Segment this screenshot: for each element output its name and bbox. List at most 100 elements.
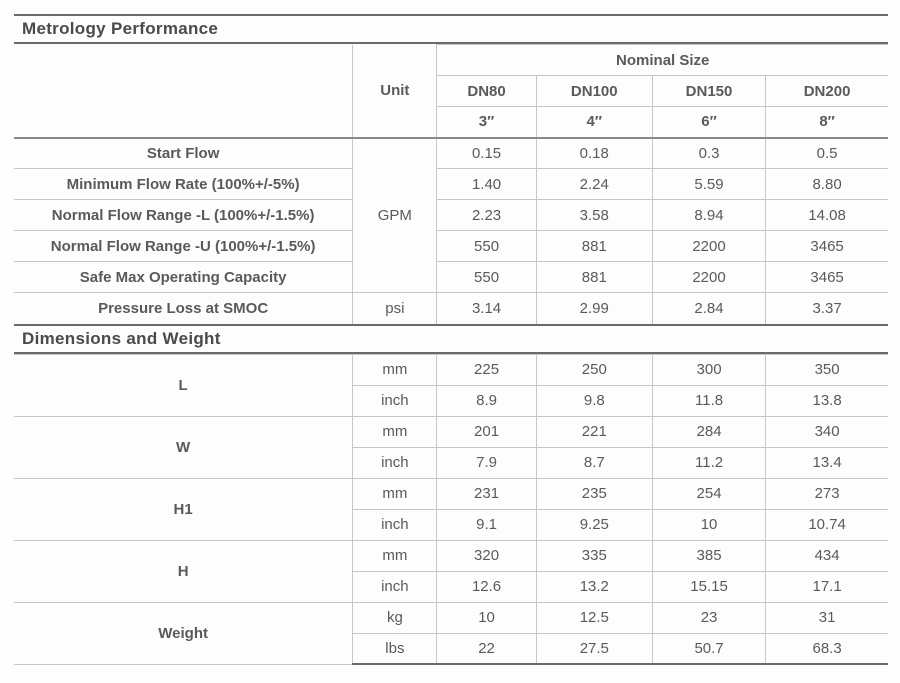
row-label-pressure-loss: Pressure Loss at SMOC — [14, 292, 354, 324]
unit-cell: inch — [352, 384, 438, 417]
value-cell: 201 — [436, 415, 537, 448]
value-cell: 13.8 — [765, 384, 888, 417]
value-cell: 10 — [436, 601, 537, 634]
dimension-row: inch 9.1 9.25 10 10.74 — [14, 508, 888, 541]
unit-cell: lbs — [352, 632, 438, 665]
dimension-row: L mm 225 250 300 350 — [14, 353, 888, 417]
value-cell: 2.24 — [535, 168, 653, 200]
nominal-size-header: Nominal Size — [436, 44, 888, 76]
value-cell: 8.9 — [436, 384, 537, 417]
metrology-row: Start Flow GPM 0.15 0.18 0.3 0.5 — [14, 137, 888, 293]
value-cell: 0.3 — [651, 137, 767, 169]
value-cell: 0.5 — [765, 137, 888, 169]
value-cell: 8.80 — [765, 168, 888, 200]
value-cell: 31 — [765, 601, 888, 634]
size-inch-header: 3″ — [436, 106, 537, 139]
value-cell: 221 — [535, 415, 653, 448]
size-inch-header: 8″ — [765, 106, 888, 139]
value-cell: 881 — [535, 230, 653, 262]
dimension-row: inch 7.9 8.7 11.2 13.4 — [14, 446, 888, 479]
value-cell: 13.4 — [765, 446, 888, 479]
value-cell: 8.7 — [535, 446, 653, 479]
dimensions-section-title: Dimensions and Weight — [14, 323, 888, 354]
dimension-row: inch 8.9 9.8 11.8 13.8 — [14, 384, 888, 417]
metrology-row: Normal Flow Range -U (100%+/-1.5%) 550 8… — [14, 230, 888, 262]
value-cell: 320 — [436, 539, 537, 572]
value-cell: 0.18 — [535, 137, 653, 169]
value-cell: 14.08 — [765, 199, 888, 231]
value-cell: 10 — [651, 508, 767, 541]
value-cell: 385 — [651, 539, 767, 572]
row-label-normal-flow-l: Normal Flow Range -L (100%+/-1.5%) — [14, 199, 354, 231]
value-cell: 335 — [535, 539, 653, 572]
value-cell: 350 — [765, 353, 888, 386]
value-cell: 881 — [535, 261, 653, 293]
header-blank-cell — [14, 44, 354, 139]
value-cell: 3465 — [765, 261, 888, 293]
dim-label-h: H — [14, 539, 354, 603]
value-cell: 13.2 — [535, 570, 653, 603]
value-cell: 11.2 — [651, 446, 767, 479]
value-cell: 1.40 — [436, 168, 537, 200]
value-cell: 550 — [436, 261, 537, 293]
flow-unit-cell: GPM — [352, 137, 438, 293]
size-code-header: DN200 — [765, 75, 888, 107]
dimension-row: inch 12.6 13.2 15.15 17.1 — [14, 570, 888, 603]
value-cell: 3.37 — [765, 292, 888, 324]
unit-column-header: Unit — [352, 44, 438, 139]
unit-cell: inch — [352, 570, 438, 603]
unit-cell: mm — [352, 477, 438, 510]
size-code-header: DN150 — [651, 75, 767, 107]
value-cell: 2.23 — [436, 199, 537, 231]
metrology-row: Safe Max Operating Capacity 550 881 2200… — [14, 261, 888, 293]
dimension-row: lbs 22 27.5 50.7 68.3 — [14, 632, 888, 665]
row-label-safe-max: Safe Max Operating Capacity — [14, 261, 354, 293]
value-cell: 254 — [651, 477, 767, 510]
unit-cell: mm — [352, 539, 438, 572]
row-label-normal-flow-u: Normal Flow Range -U (100%+/-1.5%) — [14, 230, 354, 262]
metrology-table: Unit Nominal Size DN80 DN100 DN150 DN200… — [14, 44, 888, 324]
value-cell: 9.1 — [436, 508, 537, 541]
value-cell: 434 — [765, 539, 888, 572]
value-cell: 2200 — [651, 261, 767, 293]
unit-cell: inch — [352, 508, 438, 541]
value-cell: 2200 — [651, 230, 767, 262]
value-cell: 10.74 — [765, 508, 888, 541]
value-cell: 3.58 — [535, 199, 653, 231]
value-cell: 11.8 — [651, 384, 767, 417]
value-cell: 2.99 — [535, 292, 653, 324]
metrology-row: Minimum Flow Rate (100%+/-5%) 1.40 2.24 … — [14, 168, 888, 200]
value-cell: 235 — [535, 477, 653, 510]
metrology-row: Normal Flow Range -L (100%+/-1.5%) 2.23 … — [14, 199, 888, 231]
size-inch-header: 6″ — [651, 106, 767, 139]
value-cell: 9.25 — [535, 508, 653, 541]
dimension-row: Weight kg 10 12.5 23 31 — [14, 601, 888, 665]
size-code-header: DN100 — [535, 75, 653, 107]
value-cell: 15.15 — [651, 570, 767, 603]
value-cell: 225 — [436, 353, 537, 386]
header-row-nominal: Unit Nominal Size — [14, 44, 888, 139]
value-cell: 50.7 — [651, 632, 767, 665]
unit-cell: mm — [352, 415, 438, 448]
value-cell: 8.94 — [651, 199, 767, 231]
metrology-section-title: Metrology Performance — [14, 14, 888, 44]
value-cell: 284 — [651, 415, 767, 448]
value-cell: 17.1 — [765, 570, 888, 603]
value-cell: 2.84 — [651, 292, 767, 324]
value-cell: 340 — [765, 415, 888, 448]
dimensions-table: L mm 225 250 300 350 inch 8.9 9.8 11.8 1… — [14, 353, 888, 665]
unit-cell: mm — [352, 353, 438, 386]
pressure-unit-cell: psi — [352, 292, 438, 324]
value-cell: 23 — [651, 601, 767, 634]
value-cell: 9.8 — [535, 384, 653, 417]
value-cell: 3465 — [765, 230, 888, 262]
size-code-header: DN80 — [436, 75, 537, 107]
dimension-row: H mm 320 335 385 434 — [14, 539, 888, 603]
value-cell: 273 — [765, 477, 888, 510]
value-cell: 5.59 — [651, 168, 767, 200]
dim-label-weight: Weight — [14, 601, 354, 665]
dim-label-l: L — [14, 353, 354, 417]
header-row-size-inches: 3″ 4″ 6″ 8″ — [14, 106, 888, 139]
dim-label-w: W — [14, 415, 354, 479]
